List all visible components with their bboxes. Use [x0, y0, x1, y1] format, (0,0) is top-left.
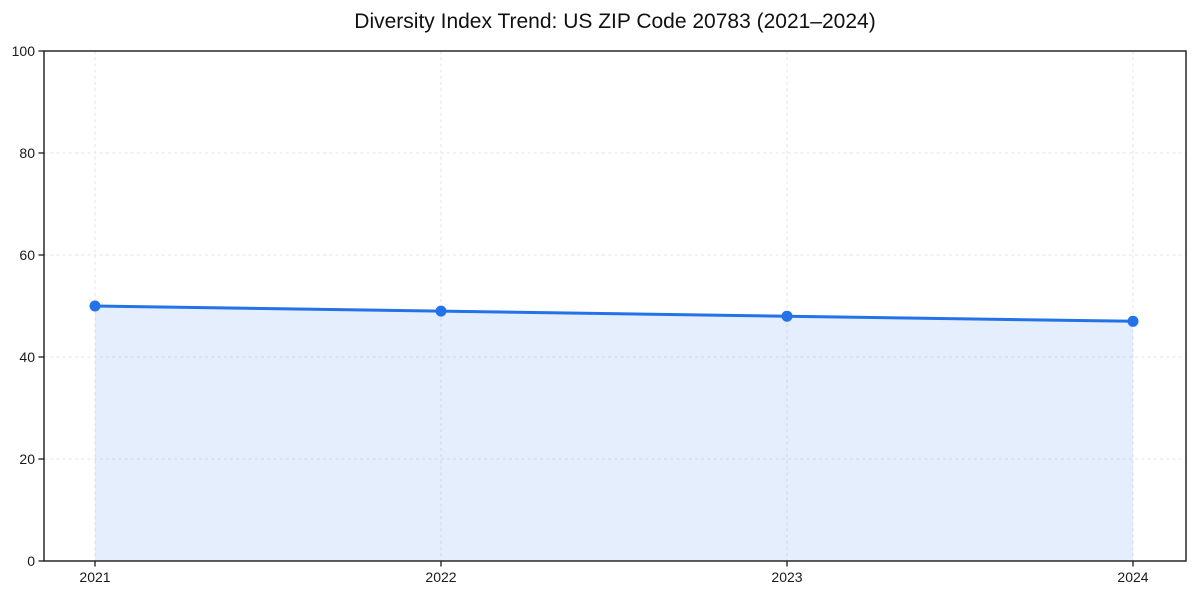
data-point-marker: [435, 305, 447, 317]
y-tick-label: 0: [27, 553, 35, 569]
x-tick-label: 2023: [771, 569, 802, 585]
data-point-marker: [781, 310, 793, 322]
trend-line: [93, 304, 1135, 323]
data-point-marker: [1127, 315, 1139, 327]
area-fill: [95, 306, 1133, 561]
x-tick-label: 2024: [1117, 569, 1148, 585]
y-tick-label: 80: [19, 145, 35, 161]
y-tick-label: 100: [12, 43, 36, 59]
x-tick-label: 2021: [79, 569, 110, 585]
data-point-marker: [89, 300, 101, 312]
y-tick-label: 40: [19, 349, 35, 365]
y-tick-label: 60: [19, 247, 35, 263]
y-tick-label: 20: [19, 451, 35, 467]
plot-frame: [43, 50, 1187, 562]
x-tick-label: 2022: [425, 569, 456, 585]
chart-title: Diversity Index Trend: US ZIP Code 20783…: [354, 10, 876, 33]
